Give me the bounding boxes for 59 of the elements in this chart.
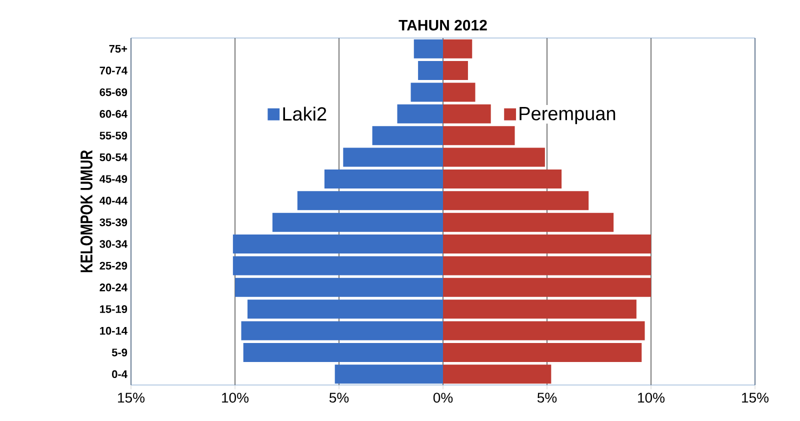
y-tick-label: 75+ — [109, 45, 128, 53]
bar — [443, 234, 652, 254]
bar — [443, 126, 515, 146]
bar — [343, 148, 444, 167]
bar — [443, 39, 472, 58]
bar — [414, 39, 444, 58]
bar — [443, 212, 614, 232]
bar — [443, 169, 562, 188]
y-tick-label: 30-34 — [100, 240, 128, 248]
bar — [410, 82, 444, 102]
bar — [334, 364, 444, 384]
legend-label: Laki2 — [283, 106, 326, 121]
y-tick-label: 40-44 — [100, 196, 128, 205]
bar — [443, 364, 552, 384]
bar — [443, 342, 642, 362]
x-tick-label: 5% — [329, 392, 349, 403]
y-tick-label: 10-14 — [100, 326, 128, 335]
bar — [443, 321, 645, 340]
bar — [247, 300, 444, 319]
bar — [397, 104, 444, 124]
y-tick-label: 15-19 — [100, 305, 128, 313]
y-tick-label: 65-69 — [100, 88, 128, 96]
x-tick-label: 10% — [222, 392, 249, 403]
bar — [232, 256, 444, 276]
bar — [443, 82, 476, 102]
y-tick-label: 70-74 — [100, 66, 128, 74]
y-tick-label: 0-4 — [112, 370, 128, 378]
legend-label: Perempuan — [520, 107, 616, 124]
y-tick-label: 45-49 — [100, 175, 128, 183]
chart-title: TAHUN 2012 — [398, 20, 487, 30]
bar — [372, 126, 444, 146]
x-tick-label: 10% — [638, 392, 665, 403]
y-tick-label: 50-54 — [100, 153, 128, 162]
bar — [443, 61, 468, 80]
bar — [443, 148, 545, 167]
y-tick-label: 60-64 — [100, 110, 128, 118]
bar — [324, 169, 444, 188]
bar — [443, 278, 652, 297]
bar — [418, 61, 444, 80]
bar — [235, 278, 444, 297]
bar — [297, 191, 444, 210]
bar — [443, 300, 636, 319]
y-tick-label: 35-39 — [100, 218, 128, 226]
x-tick-label: 5% — [537, 392, 557, 403]
x-tick-label: 0% — [433, 392, 453, 403]
y-tick-label: 20-24 — [100, 284, 128, 292]
y-tick-label: 55-59 — [100, 132, 128, 140]
bar — [443, 256, 652, 276]
bar — [241, 321, 444, 340]
x-tick-label: 15% — [742, 392, 769, 403]
bar — [243, 342, 444, 362]
bar — [443, 104, 491, 124]
y-tick-label: 5-9 — [112, 348, 128, 356]
bar — [232, 234, 444, 254]
bar — [443, 191, 589, 210]
y-axis-title: KELOMPOK UMUR — [80, 150, 93, 272]
y-tick-label: 25-29 — [100, 262, 128, 270]
bar — [272, 212, 444, 232]
x-tick-label: 15% — [118, 392, 145, 403]
